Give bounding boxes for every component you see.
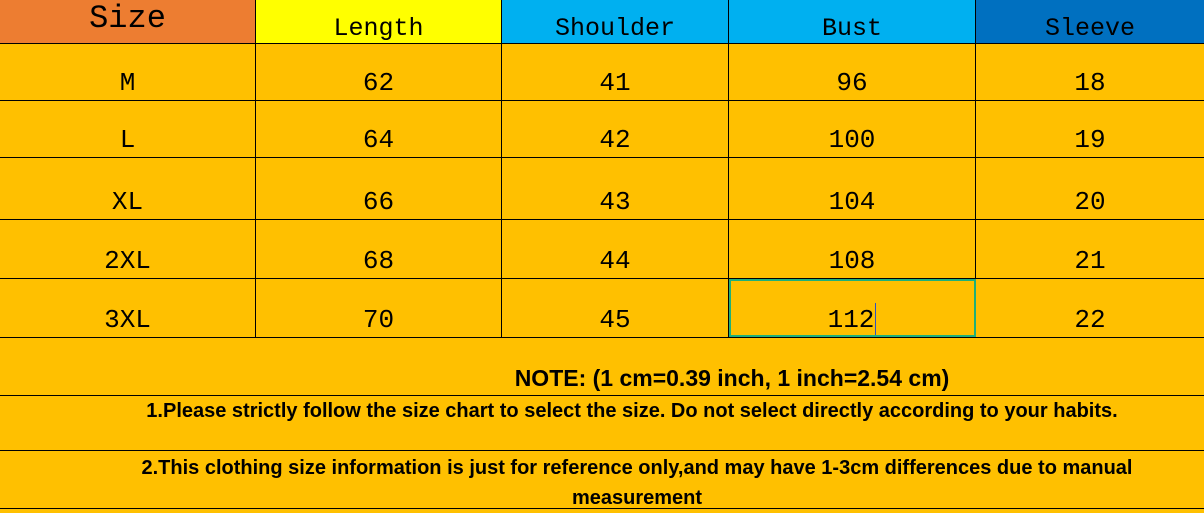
cell[interactable]: M — [0, 44, 256, 100]
cell[interactable]: 44 — [502, 220, 729, 278]
table-row: L 64 42 100 19 — [0, 101, 1204, 158]
cell[interactable]: 42 — [502, 101, 729, 157]
header-size[interactable]: Size — [0, 0, 256, 43]
cell[interactable]: 41 — [502, 44, 729, 100]
size-chart-table: Size Length Shoulder Bust Sleeve M 62 41… — [0, 0, 1204, 338]
header-shoulder[interactable]: Shoulder — [502, 0, 729, 43]
cell[interactable]: 21 — [1074, 246, 1106, 276]
cell[interactable]: 96 — [729, 44, 976, 100]
cell-value: 112 — [827, 305, 875, 335]
table-row: M 62 41 96 18 — [0, 44, 1204, 101]
header-bust[interactable]: Bust — [729, 0, 976, 43]
cell[interactable]: 104 — [729, 158, 976, 219]
header-sleeve[interactable]: Sleeve — [976, 0, 1204, 43]
cell[interactable]: 70 — [256, 279, 502, 337]
note-line-1: 1.Please strictly follow the size chart … — [0, 396, 1204, 451]
header-length[interactable]: Length — [256, 0, 502, 43]
cell[interactable]: 18 — [1074, 68, 1106, 98]
cell[interactable]: 62 — [256, 44, 502, 100]
text-cursor — [875, 303, 877, 335]
header-row: Size Length Shoulder Bust Sleeve — [0, 0, 1204, 44]
cell[interactable]: 45 — [502, 279, 729, 337]
cell[interactable]: XL — [0, 158, 256, 219]
cell[interactable]: 68 — [256, 220, 502, 278]
cell[interactable]: 2XL — [0, 220, 256, 278]
note-title: NOTE: (1 cm=0.39 inch, 1 inch=2.54 cm) — [0, 337, 1204, 396]
cell[interactable]: 20 — [1074, 187, 1106, 217]
table-row: 3XL 70 45 112 22 — [0, 279, 1204, 338]
cell[interactable]: 66 — [256, 158, 502, 219]
cell[interactable]: 22 — [1074, 305, 1106, 335]
cell[interactable]: 64 — [256, 101, 502, 157]
cell[interactable]: 19 — [1074, 125, 1106, 155]
note-line-2: 2.This clothing size information is just… — [0, 451, 1204, 509]
cell[interactable]: 3XL — [0, 279, 256, 337]
cell[interactable]: L — [0, 101, 256, 157]
cell[interactable]: 43 — [502, 158, 729, 219]
cell[interactable]: 100 — [729, 101, 976, 157]
table-row: 2XL 68 44 108 21 — [0, 220, 1204, 279]
cell[interactable]: 108 — [729, 220, 976, 278]
table-row: XL 66 43 104 20 — [0, 158, 1204, 220]
selected-cell[interactable]: 112 — [729, 279, 976, 337]
